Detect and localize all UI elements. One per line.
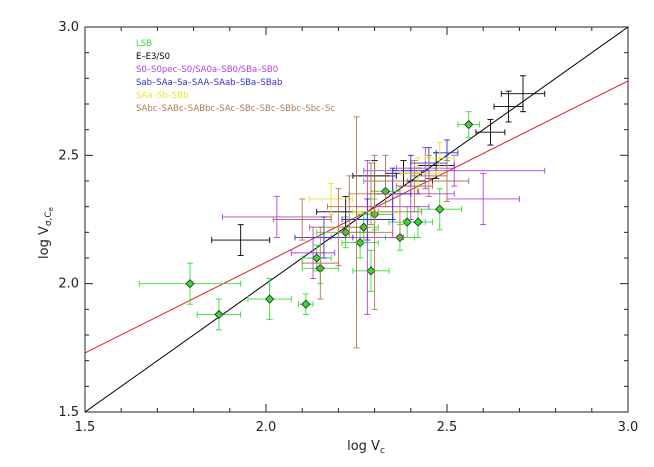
- data-point: [363, 154, 408, 208]
- data-point: [493, 90, 524, 123]
- x-tick-label: 3.0: [618, 420, 639, 435]
- data-point: [301, 226, 339, 300]
- legend-entry: Sab–SAa–Sa–SAA–SAab–SBa–SBab: [136, 78, 282, 88]
- data-point: [272, 198, 332, 241]
- data-point: [222, 195, 332, 238]
- data-point: [298, 293, 314, 315]
- data-point: [392, 154, 430, 187]
- legend-entry: SAbc–SABc–SABbc–SAc–SBc–SBc–SBbc–Sbc–Sc: [136, 104, 335, 114]
- y-axis-label-subscript: σ,C: [44, 211, 54, 226]
- series-5: [272, 116, 470, 349]
- data-point: [308, 188, 368, 267]
- data-point: [424, 142, 455, 174]
- data-point: [356, 154, 394, 310]
- x-tick-label: 1.5: [75, 420, 96, 435]
- data-point: [341, 226, 379, 259]
- data-point: [211, 224, 271, 256]
- data-point: [410, 154, 448, 197]
- data-point: [446, 172, 520, 226]
- data-point: [352, 249, 390, 292]
- y-axis-label: log Vσ,Ce: [37, 207, 55, 259]
- data-point: [424, 160, 470, 202]
- y-tick-label: 2.0: [58, 277, 79, 292]
- x-axis-label-subscript: c: [380, 446, 385, 456]
- y-tick-label: 2.5: [58, 148, 79, 163]
- series-0: [138, 111, 481, 331]
- legend: LSB E–E3/S0 S0–S0pec–S0/SA0a–SB0/SBa–SB0 Sa…: [136, 39, 335, 114]
- y-tick-label: 1.5: [58, 405, 79, 420]
- plot-border: [84, 26, 629, 413]
- diamond-marker: [265, 294, 275, 304]
- axis-ticks: 1.5 2.0 2.5 3.0 1.5 2.0 2.5 3.0: [58, 20, 638, 435]
- data-point: [348, 162, 394, 226]
- diamond-marker: [435, 204, 445, 214]
- data-point: [294, 216, 354, 259]
- data-point: [341, 198, 394, 241]
- diamond-marker: [214, 309, 224, 320]
- series-2: [222, 147, 546, 315]
- y-tick-label: 3.0: [58, 20, 79, 35]
- data-point: [138, 262, 242, 305]
- diamond-marker: [185, 279, 195, 289]
- legend-entry: S0–S0pec–S0/SA0a–SB0/SBa–SB0: [136, 65, 278, 75]
- plot-frame: [84, 26, 629, 413]
- x-tick-label: 2.5: [437, 420, 458, 435]
- data-point: [500, 75, 546, 113]
- x-tick-label: 2.0: [256, 420, 277, 435]
- data-point: [308, 183, 354, 215]
- data-points: [138, 75, 546, 349]
- data-point: [196, 298, 242, 331]
- x-axis-label: log Vc: [347, 439, 385, 456]
- data-point: [475, 118, 506, 146]
- data-point: [417, 188, 462, 231]
- data-point: [290, 226, 336, 279]
- diamond-marker: [464, 119, 474, 130]
- diamond-marker: [413, 217, 423, 227]
- y-axis-label-subsubscript: e: [47, 207, 55, 211]
- data-point: [399, 157, 437, 190]
- y-axis-label-main: log V: [37, 226, 52, 259]
- legend-entry: E–E3/S0: [136, 52, 170, 62]
- legend-entry: SAa–Sb–SBb: [136, 91, 189, 101]
- data-point: [247, 278, 292, 321]
- data-point: [395, 160, 433, 213]
- data-point: [301, 244, 332, 272]
- diamond-marker: [301, 299, 311, 309]
- diamond-marker: [355, 238, 365, 248]
- diamond-marker: [366, 266, 376, 276]
- data-point: [457, 111, 481, 138]
- diamond-marker: [312, 253, 322, 263]
- legend-entry: LSB: [136, 39, 152, 49]
- x-axis-label-main: log V: [347, 439, 380, 454]
